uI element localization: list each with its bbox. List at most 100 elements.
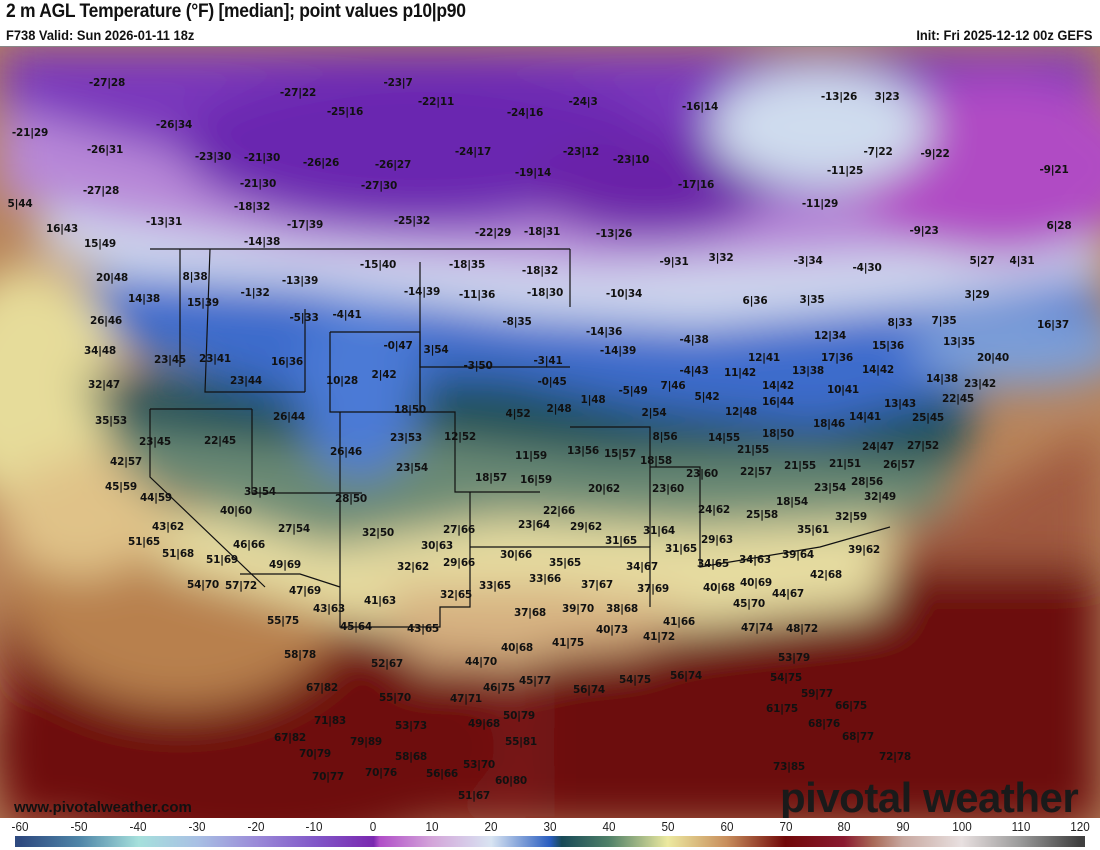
point-value-label: -11|29	[801, 198, 839, 210]
point-value-label: 51|68	[161, 548, 195, 560]
point-value-label: 14|38	[127, 293, 161, 305]
point-value-label: 43|62	[151, 521, 185, 533]
point-value-label: -13|31	[145, 216, 183, 228]
point-value-label: 56|66	[425, 768, 459, 780]
legend-tick-label: 110	[1011, 819, 1031, 834]
point-value-label: 21|55	[783, 460, 817, 472]
point-value-label: 31|65	[664, 543, 698, 555]
point-value-label: 54|75	[769, 672, 803, 684]
point-value-label: 79|89	[349, 736, 383, 748]
point-value-label: 15|49	[83, 238, 117, 250]
point-value-label: 57|72	[224, 580, 258, 592]
point-value-label: -4|41	[332, 309, 362, 321]
point-value-label: 48|72	[785, 623, 819, 635]
point-value-label: 23|53	[389, 432, 423, 444]
point-value-label: 51|65	[127, 536, 161, 548]
point-value-label: 3|23	[874, 91, 900, 103]
point-value-label: 31|65	[604, 535, 638, 547]
point-value-label: 23|60	[651, 483, 685, 495]
point-value-label: 22|57	[739, 466, 773, 478]
point-value-label: 7|46	[660, 380, 686, 392]
point-value-label: 12|41	[747, 352, 781, 364]
point-value-label: 16|36	[270, 356, 304, 368]
point-value-label: 35|61	[796, 524, 830, 536]
legend-tick-label: -10	[305, 819, 323, 834]
point-value-label: 40|69	[739, 577, 773, 589]
point-value-label: -27|28	[88, 77, 126, 89]
point-value-label: 15|57	[603, 448, 637, 460]
point-value-label: 39|64	[781, 549, 815, 561]
point-value-label: -26|34	[155, 119, 193, 131]
point-value-label: -9|23	[909, 225, 939, 237]
point-value-label: 35|53	[94, 415, 128, 427]
point-value-label: 26|46	[329, 446, 363, 458]
point-value-label: 14|38	[925, 373, 959, 385]
point-value-label: 45|77	[518, 675, 552, 687]
point-value-label: 34|48	[83, 345, 117, 357]
point-value-label: -27|22	[279, 87, 317, 99]
legend-tick-label: 20	[484, 819, 498, 834]
point-value-label: 60|80	[494, 775, 528, 787]
point-value-label: 27|66	[442, 524, 476, 536]
point-value-label: 12|34	[813, 330, 847, 342]
point-value-label: 43|63	[312, 603, 346, 615]
point-value-label: 23|42	[963, 378, 997, 390]
point-value-label: 55|81	[504, 736, 538, 748]
point-value-label: 47|71	[449, 693, 483, 705]
point-value-label: 3|54	[423, 344, 449, 356]
point-value-label: 10|28	[325, 375, 359, 387]
point-value-label: 40|68	[702, 582, 736, 594]
point-value-label: 27|52	[906, 440, 940, 452]
point-value-label: 21|51	[828, 458, 862, 470]
point-value-label: 15|39	[186, 297, 220, 309]
point-value-label: -21|29	[11, 127, 49, 139]
point-value-label: 28|56	[850, 476, 884, 488]
legend-tick-label: -20	[247, 819, 265, 834]
point-value-label: 22|66	[542, 505, 576, 517]
point-value-label: 37|68	[513, 607, 547, 619]
point-value-label: 47|69	[288, 585, 322, 597]
point-value-label: 5|27	[969, 255, 995, 267]
point-value-label: 32|47	[87, 379, 121, 391]
point-value-label: -14|39	[599, 345, 637, 357]
point-value-label: -11|36	[458, 289, 496, 301]
point-value-label: -23|7	[383, 77, 413, 89]
legend-tick-label: 100	[952, 819, 972, 834]
point-value-label: 29|63	[700, 534, 734, 546]
point-value-label: -24|17	[454, 146, 492, 158]
point-value-label: 44|67	[771, 588, 805, 600]
legend-tick-label: 40	[602, 819, 616, 834]
legend-tick-label: 90	[896, 819, 910, 834]
point-value-label: -21|30	[239, 178, 277, 190]
point-value-label: 17|36	[820, 352, 854, 364]
point-value-label: -23|12	[562, 146, 600, 158]
point-value-label: -5|33	[289, 312, 319, 324]
point-value-label: -4|38	[679, 334, 709, 346]
point-value-label: -7|22	[863, 146, 893, 158]
point-value-label: 44|70	[464, 656, 498, 668]
point-value-label: -3|50	[463, 360, 493, 372]
point-value-label: 22|45	[203, 435, 237, 447]
point-value-label: -21|30	[243, 152, 281, 164]
point-value-label: 20|40	[976, 352, 1010, 364]
point-value-label: 35|65	[548, 557, 582, 569]
legend-tick-label: -30	[188, 819, 206, 834]
point-value-label: 37|69	[636, 583, 670, 595]
point-value-label: -0|47	[383, 340, 413, 352]
point-value-label: 21|55	[736, 444, 770, 456]
point-value-label: 13|38	[791, 365, 825, 377]
point-value-label: -26|31	[86, 144, 124, 156]
legend-tick-label: 70	[779, 819, 793, 834]
point-value-label: -18|30	[526, 287, 564, 299]
point-value-label: 32|50	[361, 527, 395, 539]
point-value-label: 66|75	[834, 700, 868, 712]
point-value-label: 12|48	[724, 406, 758, 418]
temperature-map[interactable]: -27|28 -27|22 -23|7 -22|11 -25|16 -24|16 -24|3…	[0, 46, 1100, 819]
point-value-label: 33|65	[478, 580, 512, 592]
point-value-label: 70|77	[311, 771, 345, 783]
point-value-label: 5|42	[694, 391, 720, 403]
point-value-label: 38|68	[605, 603, 639, 615]
point-value-label: 31|64	[642, 525, 676, 537]
point-value-label: 41|66	[662, 616, 696, 628]
point-value-label: 6|28	[1046, 220, 1072, 232]
